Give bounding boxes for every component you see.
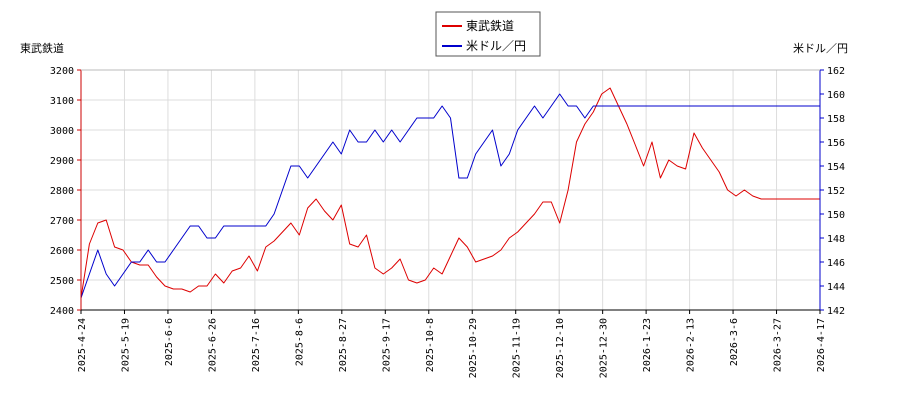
right-tick-label: 158 (827, 114, 845, 125)
x-tick-label: 2025-10-29 (468, 318, 479, 378)
legend: 東武鉄道 米ドル／円 (435, 11, 541, 57)
x-tick-label: 2025-7-16 (251, 318, 262, 372)
x-tick-label: 2025-12-10 (555, 318, 566, 378)
grid (80, 69, 821, 311)
ticks: 2400 2500 2600 2700 2800 2900 3000 3100 3200 142 1… (50, 66, 845, 378)
left-tick-label: 3100 (50, 96, 74, 107)
x-tick-label: 2025-10-8 (425, 318, 436, 372)
x-tick-label: 2025-6-6 (164, 318, 175, 366)
left-tick-label: 2700 (50, 216, 74, 227)
right-tick-label: 162 (827, 66, 845, 77)
left-axis-title: 東武鉄道 (20, 41, 64, 55)
legend-label-usdjpy: 米ドル／円 (466, 39, 526, 53)
x-tick-label: 2025-5-19 (120, 318, 131, 372)
right-tick-label: 156 (827, 138, 845, 149)
right-tick-label: 142 (827, 306, 845, 317)
x-tick-label: 2025-11-19 (512, 318, 523, 378)
right-tick-label: 144 (827, 282, 845, 293)
right-tick-label: 154 (827, 162, 845, 173)
left-tick-label: 3200 (50, 66, 74, 77)
left-tick-label: 2800 (50, 186, 74, 197)
legend-label-tobu: 東武鉄道 (466, 18, 514, 33)
x-tick-label: 2025-4-24 (77, 318, 88, 372)
x-tick-label: 2025-12-30 (599, 318, 610, 378)
legend-box (435, 11, 541, 57)
x-tick-label: 2026-2-13 (686, 318, 697, 372)
x-tick-label: 2026-3-27 (773, 318, 784, 372)
x-tick-label: 2026-1-23 (642, 318, 653, 372)
right-tick-label: 150 (827, 210, 845, 221)
right-tick-label: 152 (827, 186, 845, 197)
x-tick-label: 2026-3-6 (729, 318, 740, 366)
left-tick-label: 2400 (50, 306, 74, 317)
plot-area (80, 87, 820, 299)
x-tick-label: 2026-4-17 (816, 318, 827, 372)
x-tick-label: 2025-9-17 (381, 318, 392, 372)
x-tick-label: 2025-8-27 (338, 318, 349, 372)
right-axis-title: 米ドル／円 (793, 42, 848, 55)
left-tick-label: 2600 (50, 246, 74, 257)
left-tick-label: 2900 (50, 156, 74, 167)
series-line-tobu (80, 87, 820, 299)
x-tick-label: 2025-8-6 (294, 318, 305, 366)
right-tick-label: 148 (827, 234, 845, 245)
right-tick-label: 160 (827, 90, 845, 101)
left-tick-label: 2500 (50, 276, 74, 287)
series-line-usdjpy (80, 93, 820, 299)
x-tick-label: 2025-6-26 (207, 318, 218, 372)
right-tick-label: 146 (827, 258, 845, 269)
left-tick-label: 3000 (50, 126, 74, 137)
